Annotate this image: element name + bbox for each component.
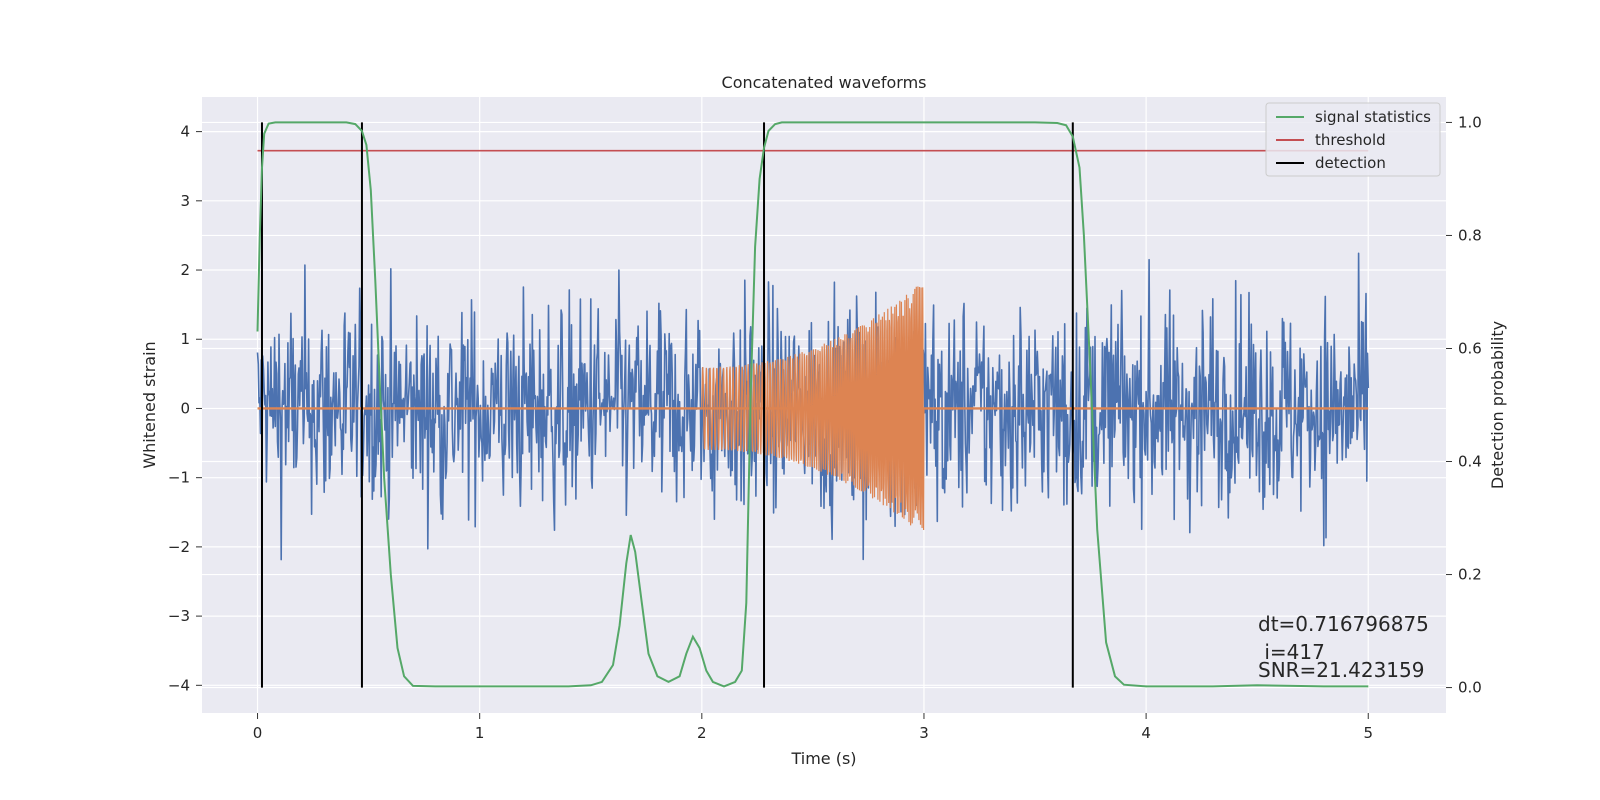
y2-tick-label: 0.0	[1458, 679, 1482, 697]
chart-title: Concatenated waveforms	[722, 73, 927, 92]
x-tick-label: 0	[253, 724, 263, 742]
x-tick-label: 3	[919, 724, 929, 742]
detection-lines	[260, 122, 1074, 688]
legend-label-threshold: threshold	[1315, 131, 1386, 149]
legend-label-signal-statistics: signal statistics	[1315, 108, 1431, 126]
y-tick-label: −1	[168, 469, 190, 487]
x-tick-label: 4	[1141, 724, 1151, 742]
y-tick-label: 0	[180, 399, 190, 417]
y-axis-ticks: −4 −3 −2 −1 0 1 2 3 4	[168, 123, 202, 694]
y-tick-label: −2	[168, 538, 190, 556]
x-axis-ticks: 0 1 2 3 4 5	[253, 713, 1373, 742]
y-tick-label: 3	[180, 192, 190, 210]
y2-axis-label: Detection probability	[1488, 321, 1507, 489]
legend-box	[1265, 102, 1441, 177]
y2-tick-label: 0.8	[1458, 226, 1482, 244]
y2-tick-label: 0.6	[1458, 339, 1482, 357]
x-tick-label: 1	[475, 724, 485, 742]
plot-data	[256, 121, 1370, 688]
y2-tick-label: 1.0	[1458, 113, 1482, 131]
legend-label-detection: detection	[1315, 154, 1386, 172]
x-tick-label: 2	[697, 724, 707, 742]
y-tick-label: 1	[180, 330, 190, 348]
annotation-index: i=417	[1258, 640, 1325, 664]
y-tick-label: 2	[180, 261, 190, 279]
y2-axis-ticks: 0.0 0.2 0.4 0.6 0.8 1.0	[1446, 113, 1482, 697]
y-axis-label: Whitened strain	[140, 341, 159, 468]
y-tick-label: −4	[168, 676, 190, 694]
y2-tick-label: 0.4	[1458, 453, 1482, 471]
annotations: dt=0.716796875 i=417 SNR=21.423159	[1258, 612, 1429, 682]
legend: signal statistics threshold detection	[1265, 102, 1441, 177]
y2-tick-label: 0.2	[1458, 566, 1482, 584]
x-axis-label: Time (s)	[790, 749, 856, 768]
y-tick-label: −3	[168, 607, 190, 625]
annotation-dt: dt=0.716796875	[1258, 612, 1429, 636]
series-chirp-template	[701, 286, 925, 531]
x-tick-label: 5	[1363, 724, 1373, 742]
annotation-snr: SNR=21.423159	[1258, 658, 1424, 682]
series-signal-statistics	[256, 121, 1369, 688]
y-tick-label: 4	[180, 123, 190, 141]
